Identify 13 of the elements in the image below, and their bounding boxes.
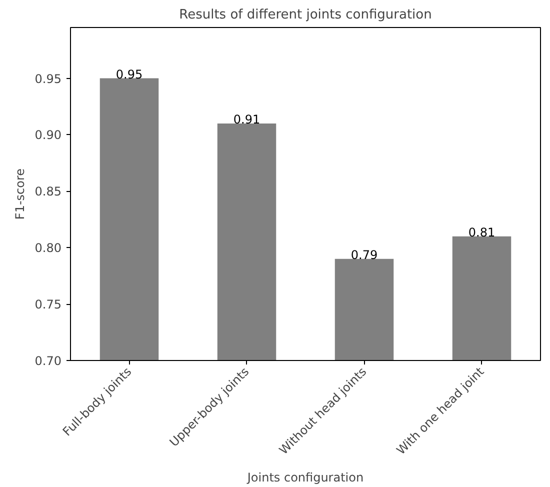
data-label: 0.81 xyxy=(468,225,496,240)
y-tick-label: 0.70 xyxy=(34,354,62,368)
data-label: 0.91 xyxy=(233,112,260,126)
x-axis-title: Joints configuration xyxy=(246,470,364,484)
y-tick-label: 0.95 xyxy=(34,72,62,86)
y-tick-label: 0.75 xyxy=(34,298,62,312)
y-tick-label: 0.85 xyxy=(34,184,62,199)
y-tick-label: 0.80 xyxy=(34,241,62,256)
y-tick-label: 0.90 xyxy=(34,128,62,142)
chart-title: Results of different joints configuration xyxy=(179,8,432,22)
data-label: 0.95 xyxy=(116,67,143,82)
y-axis-title: F1-score xyxy=(12,168,27,220)
data-label: 0.79 xyxy=(350,248,378,262)
